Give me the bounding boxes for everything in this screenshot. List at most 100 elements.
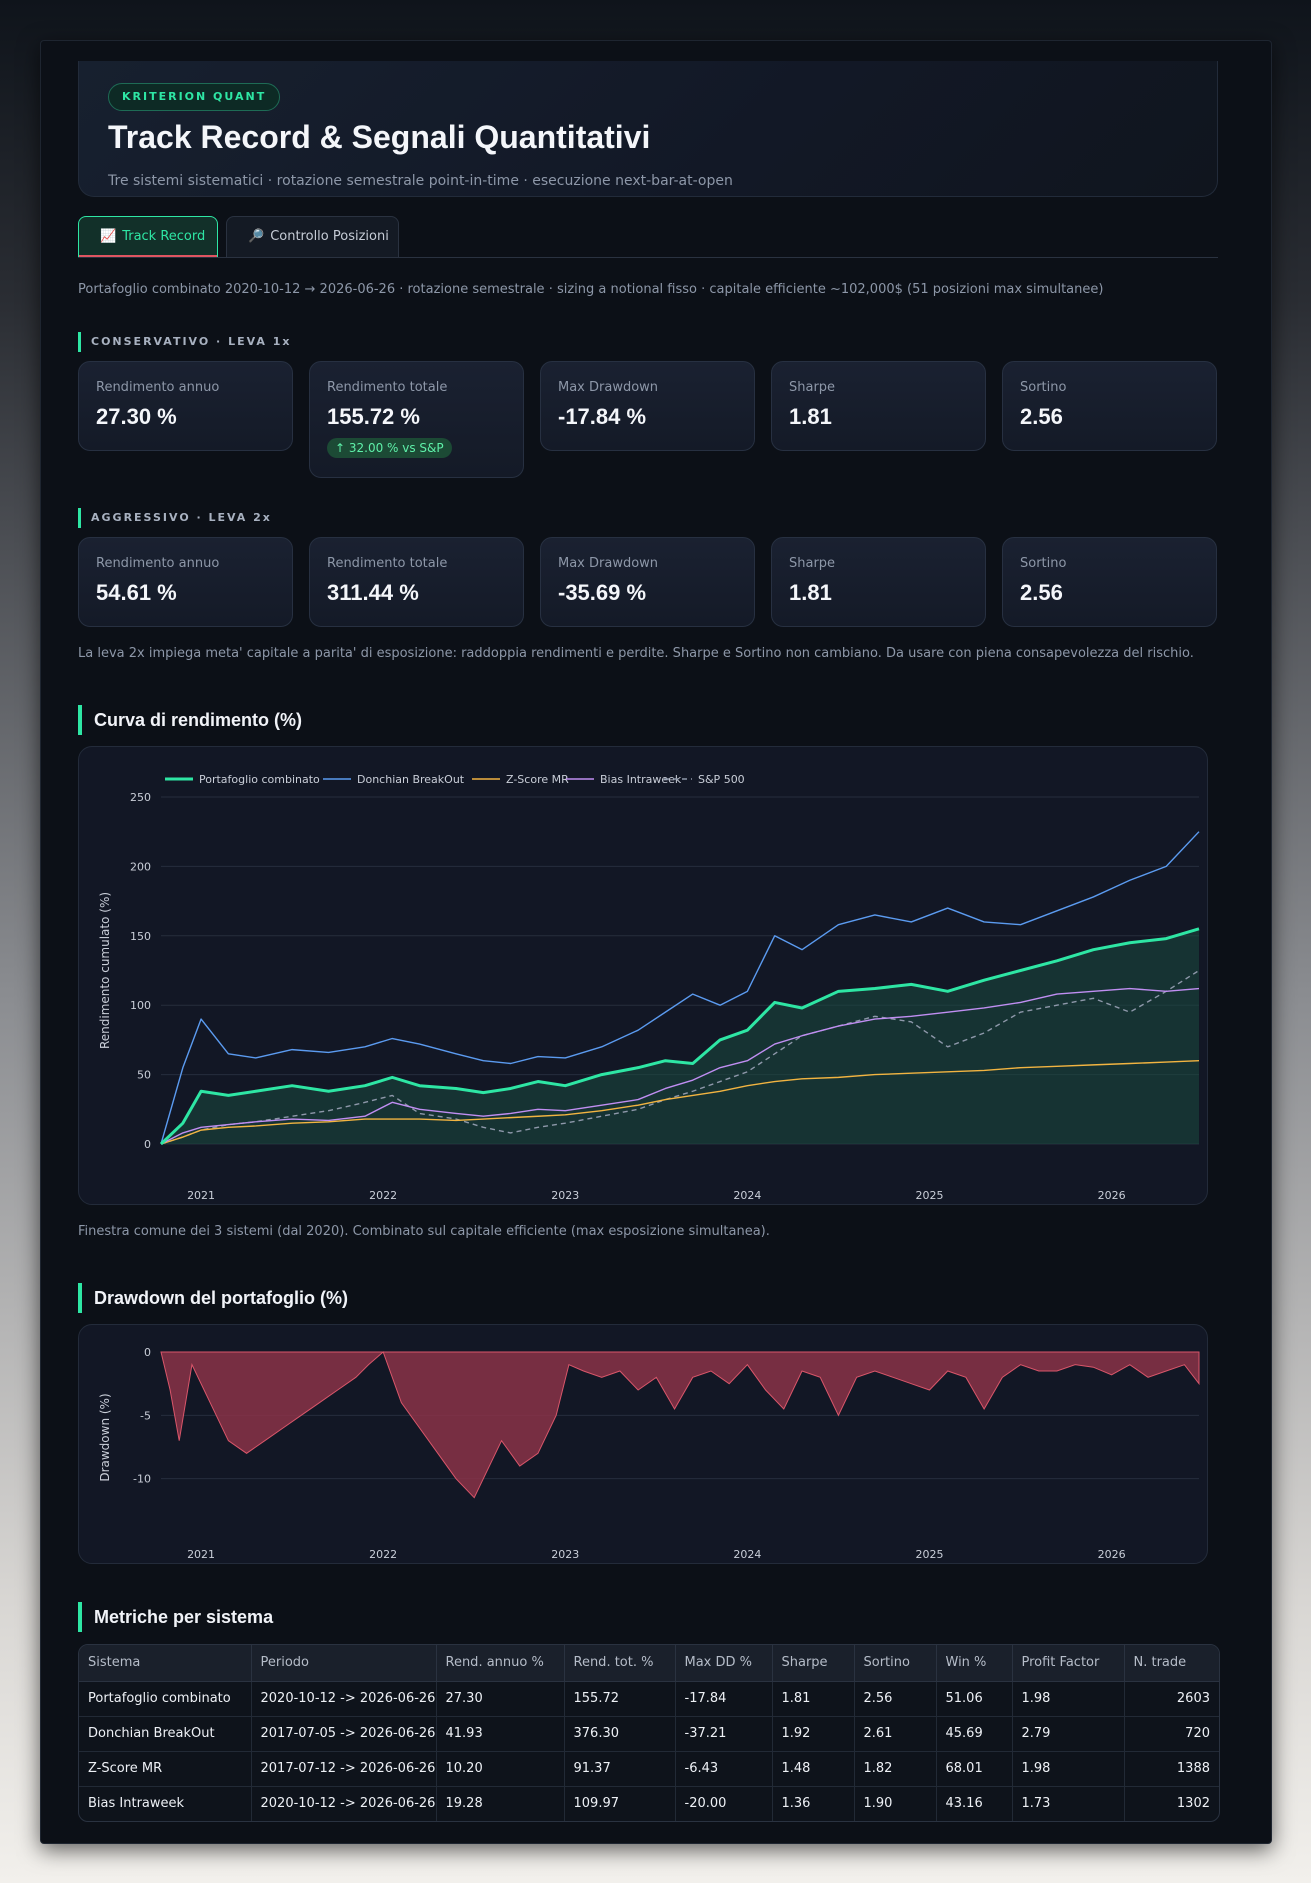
y-tick-label: 250 [130,791,151,804]
table-cell: 2020-10-12 -> 2026-06-26 [251,1681,437,1717]
drawdown-chart-panel: 0 -5 -10 2021 2022 2023 2024 2025 2026 Drawdown (… [78,1324,1208,1564]
legend-label: Bias Intraweek [600,773,682,786]
metric-value: -17.84 % [558,404,647,429]
metric-value: 27.30 % [96,404,177,429]
hero-header: KRITERION QUANT Track Record & Segnali Q… [78,61,1218,197]
metric-card: Sortino 2.56 [1002,537,1217,627]
column-header: Rend. tot. % [564,1645,676,1682]
table-cell: 1388 [1124,1751,1219,1787]
metric-card: Max Drawdown -35.69 % [540,537,755,627]
table-cell: 1.98 [1012,1751,1125,1787]
table-cell: Bias Intraweek [79,1786,252,1821]
metric-label: Sharpe [789,556,836,571]
metric-label: Sharpe [789,380,836,395]
table-cell: 1.36 [772,1786,855,1821]
table-header-row: Sistema Periodo Rend. annuo % Rend. tot. % M… [79,1645,1219,1682]
legend-label: S&P 500 [698,773,745,786]
x-tick-label: 2025 [915,1548,943,1561]
y-tick-label: 200 [130,860,151,873]
y-tick-label: -5 [140,1409,151,1422]
metric-value: 1.81 [789,580,832,605]
chart-icon: 📈 [100,229,117,244]
x-tick-label: 2023 [551,1548,579,1561]
x-tick-label: 2026 [1098,1548,1126,1561]
metric-card: Rendimento annuo 27.30 % [78,361,293,451]
table-cell: 27.30 [436,1681,565,1717]
table-cell: -37.21 [675,1716,773,1752]
y-tick-label: 0 [144,1138,151,1151]
table-cell: 1.73 [1012,1786,1125,1821]
metric-label: Max Drawdown [558,556,659,571]
table-cell: 2.61 [854,1716,937,1752]
leverage-note: La leva 2x impiega meta' capitale a pari… [78,646,1194,661]
y-tick-label: -10 [133,1473,151,1486]
metric-label: Rendimento totale [327,380,448,395]
drawdown-area [160,1351,1200,1499]
metric-value: 1.81 [789,404,832,429]
y-tick-label: 50 [137,1069,151,1082]
column-header: Sortino [854,1645,937,1682]
magnifier-icon: 🔎 [248,229,265,244]
legend-label: Portafoglio combinato [199,773,320,786]
section-title-metrics: Metriche per sistema [78,1602,273,1632]
table-cell: 51.06 [936,1681,1013,1717]
table-row: Bias Intraweek 2020-10-12 -> 2026-06-26 19… [79,1786,1219,1821]
series-line [160,987,1200,1145]
column-header: Rend. annuo % [436,1645,565,1682]
y-tick-label: 100 [130,999,151,1012]
table-cell: -20.00 [675,1786,773,1821]
tab-controllo-posizioni[interactable]: 🔎 Controllo Posizioni [226,216,399,257]
table-cell: 45.69 [936,1716,1013,1752]
x-tick-label: 2021 [187,1548,215,1561]
y-axis-label: Drawdown (%) [98,1393,112,1481]
tab-track-record[interactable]: 📈 Track Record [78,216,218,257]
metric-card: Sharpe 1.81 [771,537,986,627]
portfolio-summary: Portafoglio combinato 2020-10-12 → 2026-… [78,282,1104,297]
column-header: Sharpe [772,1645,855,1682]
table-cell: 1.48 [772,1751,855,1787]
metric-label: Rendimento annuo [96,556,220,571]
metric-label: Rendimento totale [327,556,448,571]
table-row: Donchian BreakOut 2017-07-05 -> 2026-06-2… [79,1716,1219,1752]
table-cell: 109.97 [564,1786,676,1821]
column-header: Max DD % [675,1645,773,1682]
column-header: Sistema [79,1645,252,1682]
table-cell: Portafoglio combinato [79,1681,252,1717]
series-line [160,831,1200,1145]
column-header: Periodo [251,1645,437,1682]
portfolio-area [161,928,1199,1144]
legend-label: Z-Score MR [506,773,569,786]
table-cell: 2017-07-05 -> 2026-06-26 [251,1716,437,1752]
table-cell: 1.90 [854,1786,937,1821]
y-tick-label: 150 [130,930,151,943]
x-tick-label: 2022 [369,1548,397,1561]
group-label-conservativo: CONSERVATIVO · LEVA 1x [78,332,291,352]
metric-card: Max Drawdown -17.84 % [540,361,755,451]
table-cell: 2603 [1124,1681,1219,1717]
drawdown-chart: 0 -5 -10 2021 2022 2023 2024 2025 2026 Drawdown (… [98,1346,1200,1561]
app-window: KRITERION QUANT Track Record & Segnali Q… [40,40,1272,1844]
tab-label: Track Record [122,229,206,244]
table-cell: 43.16 [936,1786,1013,1821]
table-cell: 155.72 [564,1681,676,1717]
metric-value: -35.69 % [558,580,647,605]
x-tick-label: 2025 [915,1189,943,1202]
table-cell: 376.30 [564,1716,676,1752]
metric-card: Rendimento totale 155.72 % ↑ 32.00 % vs S&… [309,361,524,478]
table-row: Z-Score MR 2017-07-12 -> 2026-06-26 10.20 9… [79,1751,1219,1787]
page-title: Track Record & Segnali Quantitativi [108,119,651,155]
x-tick-label: 2024 [733,1189,761,1202]
column-header: Win % [936,1645,1013,1682]
table-cell: 2.56 [854,1681,937,1717]
table-cell: Z-Score MR [79,1751,252,1787]
metric-card: Sortino 2.56 [1002,361,1217,451]
table-cell: 10.20 [436,1751,565,1787]
y-tick-label: 0 [144,1346,151,1359]
table-cell: 1.98 [1012,1681,1125,1717]
table-cell: 91.37 [564,1751,676,1787]
table-cell: Donchian BreakOut [79,1716,252,1752]
table-cell: 1302 [1176,1796,1210,1812]
column-header: Profit Factor [1012,1645,1125,1682]
x-tick-label: 2021 [187,1189,215,1202]
table-cell: 2017-07-12 -> 2026-06-26 [251,1751,437,1787]
